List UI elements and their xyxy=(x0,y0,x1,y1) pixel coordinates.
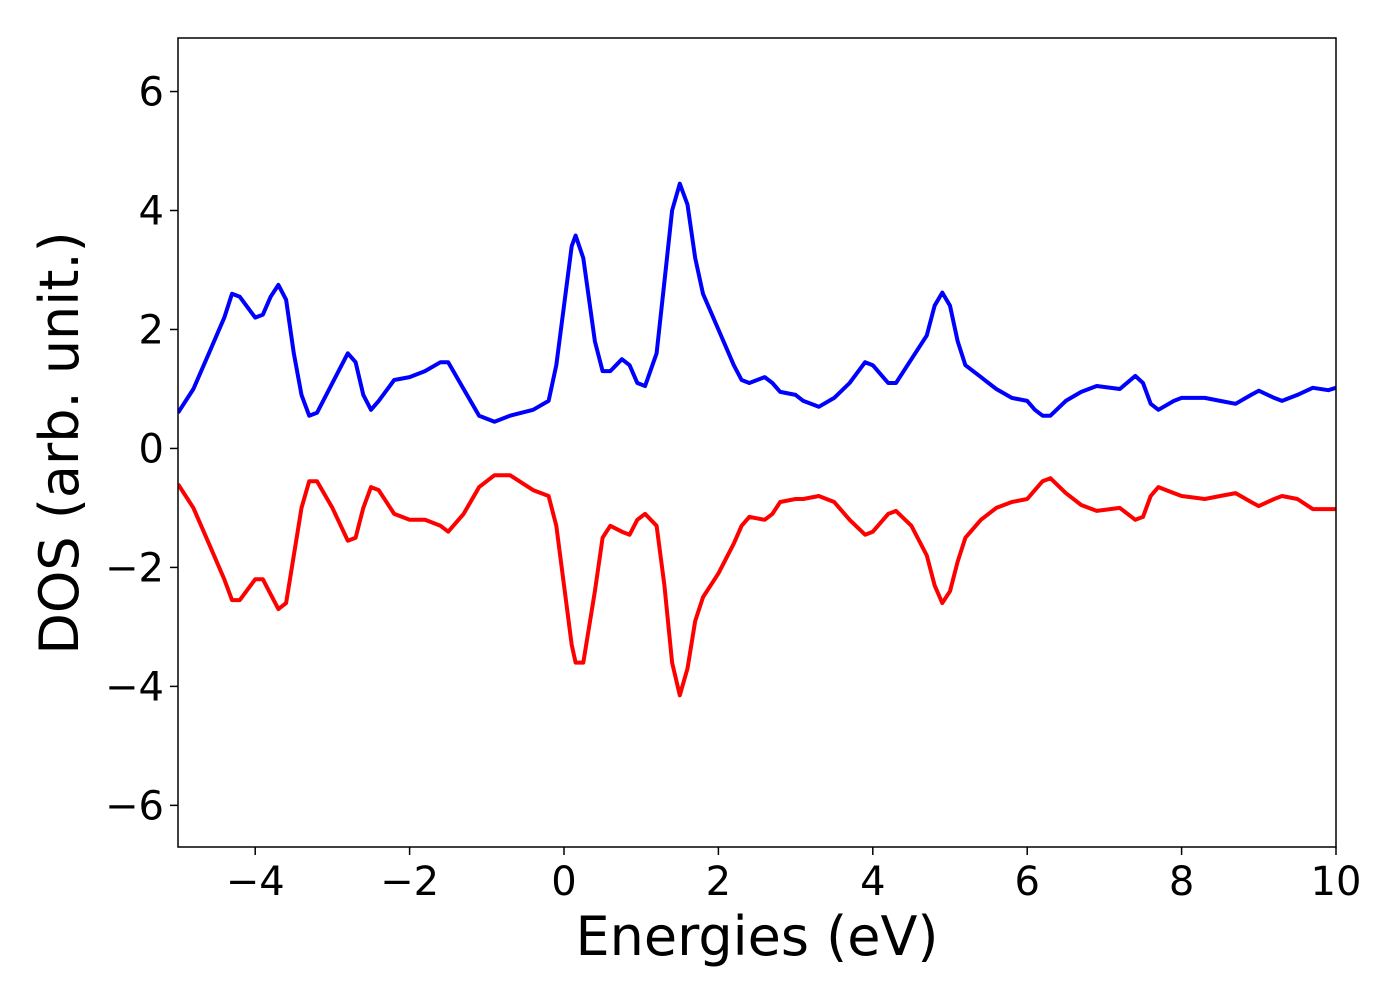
x-tick-label: 4 xyxy=(860,859,885,905)
x-tick-label: 2 xyxy=(706,859,731,905)
y-axis-label: DOS (arb. unit.) xyxy=(28,231,91,654)
x-tick-label: 6 xyxy=(1014,859,1039,905)
x-tick-label: −2 xyxy=(380,859,439,905)
x-tick-label: 10 xyxy=(1311,859,1362,905)
y-tick-label: −2 xyxy=(105,545,164,591)
y-tick-label: −4 xyxy=(105,664,164,710)
x-tick-label: −4 xyxy=(226,859,285,905)
y-tick-label: 2 xyxy=(139,307,164,353)
y-tick-label: 6 xyxy=(139,70,164,116)
dos-line xyxy=(178,473,1336,698)
x-axis-label: Energies (eV) xyxy=(576,905,939,968)
plot-frame xyxy=(177,37,1337,848)
y-tick-label: 0 xyxy=(139,426,164,472)
x-tick-label: 0 xyxy=(551,859,576,905)
x-tick-label: 8 xyxy=(1169,859,1194,905)
dos-line xyxy=(178,181,1336,424)
y-tick-label: 4 xyxy=(139,189,164,235)
y-tick-label: −6 xyxy=(105,783,164,829)
